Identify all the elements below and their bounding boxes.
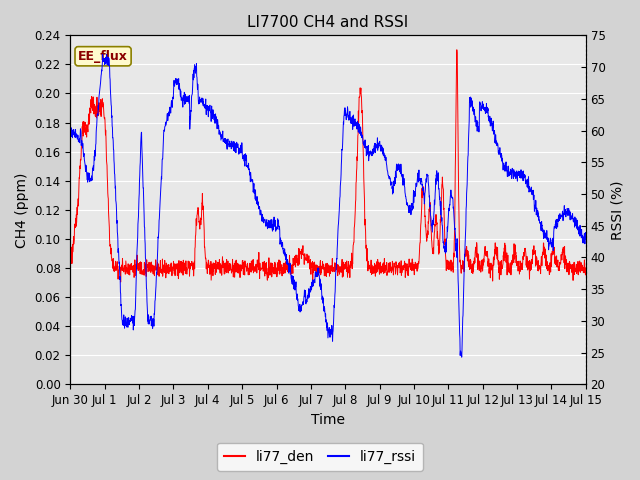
Y-axis label: CH4 (ppm): CH4 (ppm)	[15, 172, 29, 248]
Text: EE_flux: EE_flux	[78, 50, 128, 63]
Legend: li77_den, li77_rssi: li77_den, li77_rssi	[217, 443, 423, 471]
X-axis label: Time: Time	[311, 413, 345, 427]
Y-axis label: RSSI (%): RSSI (%)	[611, 180, 625, 240]
Title: LI7700 CH4 and RSSI: LI7700 CH4 and RSSI	[248, 15, 409, 30]
